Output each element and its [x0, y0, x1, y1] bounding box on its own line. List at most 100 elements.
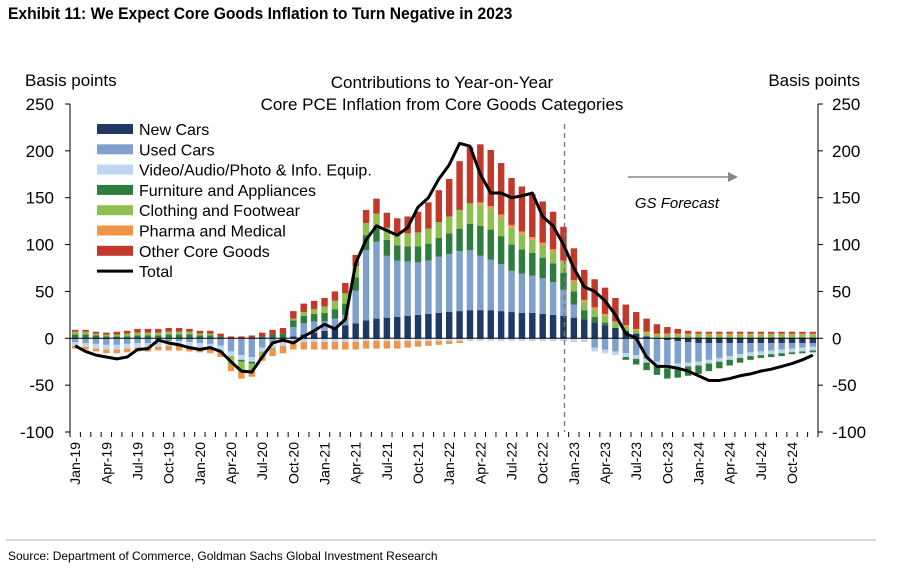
bar-used-cars-dec-19 — [186, 338, 193, 343]
bar-other-core-goods-sep-24 — [778, 331, 785, 334]
bar-video-audio-photo-info-equip-nov-23 — [674, 363, 681, 368]
bar-used-cars-jul-21 — [383, 255, 391, 318]
bar-furniture-and-appliances-may-24 — [736, 357, 744, 363]
bar-used-cars-feb-19 — [82, 338, 89, 343]
bar-pharma-and-medical-nov-22 — [549, 249, 557, 253]
x-tick-label-jan-21: Jan-21 — [317, 442, 333, 485]
x-tick-label-jan-20: Jan-20 — [192, 442, 208, 485]
total-line — [74, 141, 814, 382]
bar-video-audio-photo-info-equip-aug-19 — [144, 342, 152, 348]
bar-video-audio-photo-info-equip-nov-24 — [799, 347, 806, 352]
bar-video-audio-photo-info-equip-feb-21 — [331, 338, 339, 343]
bar-clothing-and-footwear-mar-24 — [716, 334, 723, 339]
bar-clothing-and-footwear-jan-23 — [570, 282, 578, 292]
line-layer — [74, 141, 814, 382]
bar-clothing-and-footwear-jan-19 — [71, 331, 79, 335]
bar-furniture-and-appliances-apr-22 — [477, 225, 484, 256]
bar-other-core-goods-aug-20 — [269, 329, 276, 335]
bar-other-core-goods-nov-21 — [425, 202, 432, 229]
bar-other-core-goods-nov-20 — [300, 303, 307, 313]
x-tick-label-jul-23: Jul-23 — [628, 442, 644, 480]
bar-used-cars-aug-22 — [518, 273, 526, 313]
bar-video-audio-photo-info-equip-dec-23 — [684, 362, 692, 367]
x-tick-label-apr-23: Apr-23 — [597, 442, 613, 484]
bar-pharma-and-medical-apr-20 — [227, 365, 235, 372]
bar-pharma-and-medical-mar-21 — [342, 342, 349, 350]
bar-video-audio-photo-info-equip-mar-23 — [591, 347, 598, 352]
bar-new-cars-nov-24 — [799, 338, 806, 343]
bar-pharma-and-medical-jan-24 — [695, 333, 702, 335]
bar-pharma-and-medical-sep-19 — [155, 346, 162, 351]
bar-video-audio-photo-info-equip-feb-22 — [456, 338, 463, 342]
bar-other-core-goods-nov-19 — [175, 327, 183, 332]
bar-pharma-and-medical-dec-23 — [684, 333, 692, 335]
bar-other-core-goods-dec-19 — [186, 328, 193, 332]
bar-other-core-goods-may-22 — [487, 149, 494, 207]
bar-furniture-and-appliances-jan-19 — [71, 334, 79, 339]
core-goods-chart: GS Forecast -100 -100 -50 -50 0 0 50 50 100 100 15… — [6, 71, 876, 541]
bar-video-audio-photo-info-equip-nov-22 — [549, 338, 557, 342]
legend-label-clothing-and-footwear: Clothing and Footwear — [139, 203, 301, 220]
bar-new-cars-apr-21 — [352, 323, 359, 339]
bar-used-cars-nov-19 — [175, 338, 183, 342]
bar-pharma-and-medical-nov-24 — [799, 333, 806, 335]
bar-other-core-goods-jun-23 — [622, 304, 630, 326]
bar-furniture-and-appliances-jul-19 — [134, 335, 141, 339]
bar-clothing-and-footwear-sep-21 — [404, 233, 411, 247]
x-tick-label-jul-19: Jul-19 — [130, 442, 146, 480]
bar-other-core-goods-may-24 — [736, 331, 744, 334]
bar-pharma-and-medical-dec-24 — [809, 333, 817, 335]
bar-pharma-and-medical-oct-21 — [414, 341, 422, 347]
bar-video-audio-photo-info-equip-jan-23 — [570, 338, 578, 343]
bar-furniture-and-appliances-mar-20 — [217, 336, 224, 339]
x-tick-label-jan-22: Jan-22 — [441, 442, 457, 485]
bar-used-cars-jul-24 — [757, 342, 765, 352]
bar-other-core-goods-feb-24 — [705, 331, 713, 334]
bar-furniture-and-appliances-jun-24 — [747, 356, 754, 360]
bar-pharma-and-medical-jan-22 — [445, 341, 453, 344]
bar-used-cars-jan-19 — [71, 338, 79, 343]
forecast-arrow-head — [728, 172, 738, 182]
legend-swatch-clothing-and-footwear — [97, 205, 133, 216]
bar-used-cars-jan-22 — [445, 253, 453, 313]
bar-furniture-and-appliances-aug-19 — [144, 335, 152, 339]
bar-new-cars-feb-22 — [456, 311, 463, 339]
bar-other-core-goods-jan-24 — [695, 331, 702, 334]
bar-furniture-and-appliances-mar-24 — [716, 361, 723, 369]
bar-clothing-and-footwear-feb-22 — [456, 209, 463, 229]
bar-used-cars-jun-21 — [373, 241, 380, 319]
bar-video-audio-photo-info-equip-apr-23 — [601, 349, 609, 354]
bar-clothing-and-footwear-dec-19 — [186, 331, 193, 335]
x-tick-label-oct-21: Oct-21 — [410, 442, 426, 484]
bar-other-core-goods-mar-21 — [342, 282, 349, 294]
legend-swatch-video-audio-photo-info-equip — [97, 164, 133, 175]
legend-label-furniture-and-appliances: Furniture and Appliances — [139, 183, 316, 200]
bar-new-cars-jan-22 — [445, 312, 453, 339]
bar-furniture-and-appliances-feb-23 — [581, 310, 588, 320]
bar-new-cars-apr-24 — [726, 338, 733, 343]
bar-new-cars-sep-22 — [529, 312, 536, 339]
bar-used-cars-nov-23 — [674, 341, 681, 364]
left-tick-label-100: 100 — [26, 236, 54, 255]
right-axis-label: Basis points — [768, 71, 860, 90]
bar-pharma-and-medical-aug-23 — [643, 331, 650, 333]
bar-clothing-and-footwear-jun-22 — [497, 217, 505, 237]
bar-video-audio-photo-info-equip-apr-19 — [103, 344, 110, 350]
bar-new-cars-aug-23 — [643, 336, 650, 339]
bar-pharma-and-medical-sep-23 — [653, 333, 661, 335]
bar-other-core-goods-feb-20 — [207, 330, 214, 334]
bar-pharma-and-medical-sep-24 — [778, 333, 785, 335]
bar-furniture-and-appliances-nov-19 — [175, 334, 183, 339]
bar-other-core-goods-dec-21 — [435, 190, 443, 223]
bar-used-cars-dec-22 — [560, 289, 567, 316]
bar-clothing-and-footwear-jan-20 — [196, 333, 204, 336]
bar-furniture-and-appliances-nov-20 — [300, 315, 307, 324]
bar-used-cars-apr-24 — [726, 342, 733, 357]
bar-other-core-goods-jan-21 — [321, 297, 328, 307]
bar-clothing-and-footwear-jan-24 — [695, 334, 702, 339]
bar-other-core-goods-oct-21 — [414, 211, 422, 233]
bar-furniture-and-appliances-nov-23 — [674, 367, 681, 378]
bar-new-cars-jun-21 — [373, 318, 380, 339]
bar-used-cars-apr-23 — [601, 338, 609, 350]
bar-furniture-and-appliances-mar-22 — [466, 223, 474, 251]
